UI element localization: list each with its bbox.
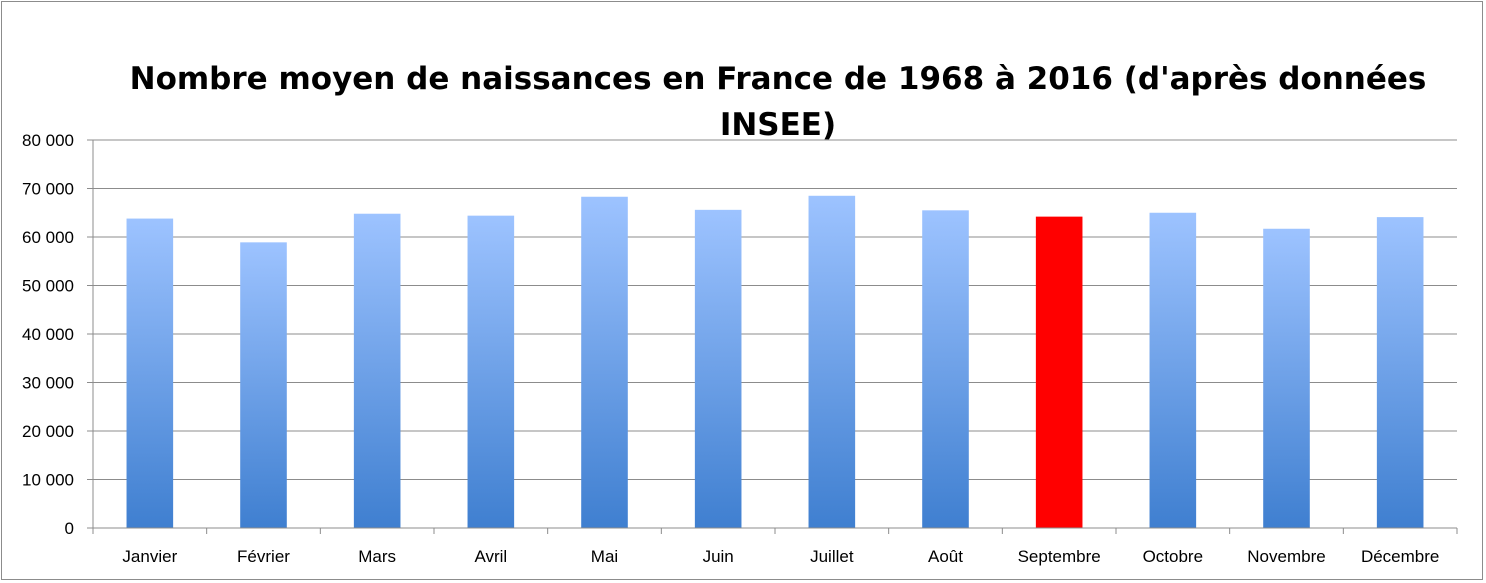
x-tick-label: Décembre [1361, 547, 1439, 566]
x-tick-label: Septembre [1018, 547, 1101, 566]
x-tick-label: Avril [474, 547, 507, 566]
x-tick-label: Janvier [122, 547, 177, 566]
x-tick-label: Octobre [1143, 547, 1203, 566]
x-tick-label: Novembre [1247, 547, 1325, 566]
y-tick-label: 10 000 [22, 471, 74, 490]
bar [1263, 228, 1310, 528]
y-tick-label: 20 000 [22, 422, 74, 441]
bar [353, 213, 401, 528]
x-tick-label: Mars [358, 547, 396, 566]
x-tick-label: Février [237, 547, 290, 566]
x-tick-label: Mai [591, 547, 618, 566]
bar [467, 215, 515, 528]
gridlines [87, 139, 1457, 529]
bar [808, 195, 856, 528]
y-tick-label: 30 000 [22, 374, 74, 393]
bar [694, 209, 742, 528]
bar [240, 242, 287, 528]
bar [126, 218, 174, 528]
bar [581, 196, 628, 528]
chart-title: Nombre moyen de naissances en France de … [129, 61, 1427, 143]
bar [1035, 216, 1083, 528]
x-tick-labels: Janvier Février Mars Avril Mai Juin Juillet Aoû… [92, 528, 1458, 566]
x-tick-label: Juillet [810, 547, 854, 566]
y-tick-label: 60 000 [22, 228, 74, 247]
bar [1149, 212, 1197, 528]
y-tick-label: 50 000 [22, 277, 74, 296]
y-tick-label: 40 000 [22, 325, 74, 344]
bars [126, 195, 1424, 529]
bar [922, 210, 969, 528]
x-tick-label: Août [928, 547, 963, 566]
y-tick-label: 70 000 [22, 180, 74, 199]
y-tick-labels: 0 10 000 20 000 30 000 40 000 50 000 60 000 70 … [22, 131, 74, 538]
x-tick-label: Juin [703, 547, 734, 566]
y-tick-label: 80 000 [22, 131, 74, 150]
bar [1376, 217, 1424, 529]
y-tick-label: 0 [65, 519, 74, 538]
